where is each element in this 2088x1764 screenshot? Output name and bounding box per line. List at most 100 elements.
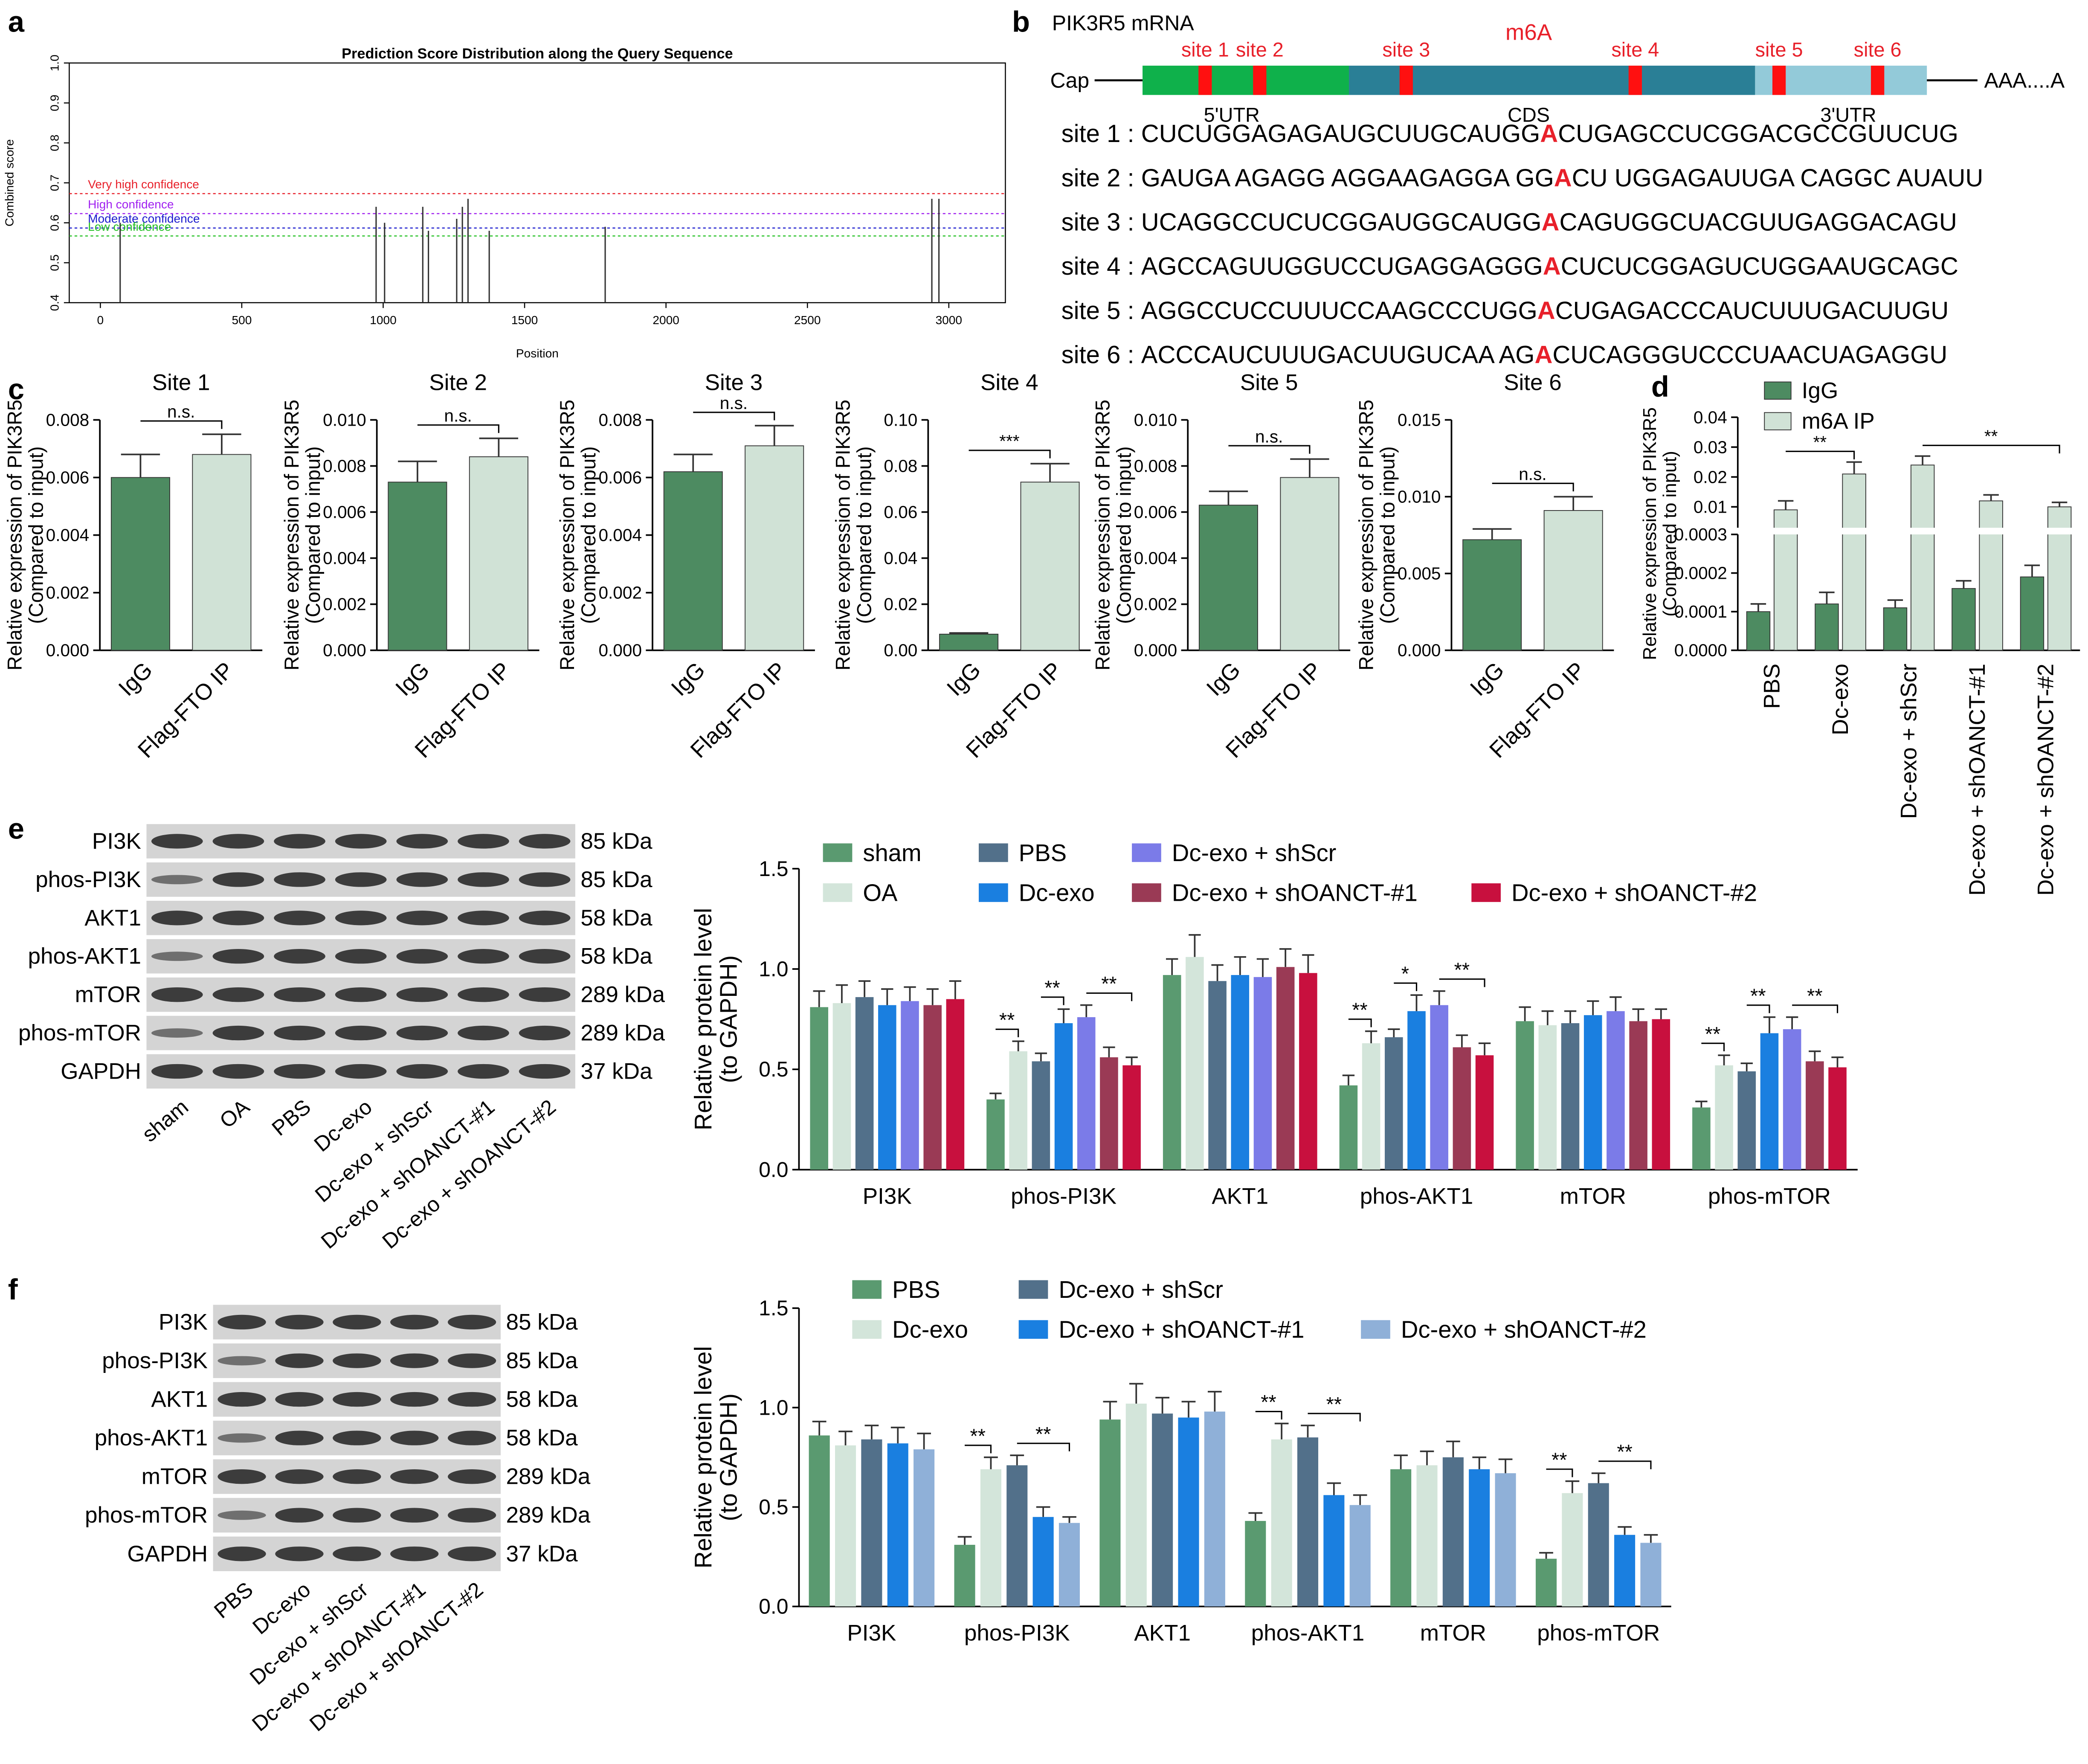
x-tick-label: Dc-exo + shScr: [1897, 664, 1922, 819]
x-tick-label: PI3K: [847, 1621, 896, 1646]
y-tick-label: 0.002: [598, 583, 642, 603]
blot-band: [396, 872, 448, 887]
bar: [923, 1005, 942, 1170]
error-bar: [1010, 1454, 1024, 1465]
bar: [861, 1439, 882, 1607]
significance-label: **: [1101, 973, 1116, 995]
blot-band: [396, 949, 448, 964]
y-tick-label: 0.002: [46, 583, 90, 603]
bar: [1883, 607, 1908, 651]
error-bar: [1831, 1056, 1844, 1068]
blot-band: [333, 1469, 381, 1484]
blot-band: [519, 911, 571, 926]
significance-label: n.s.: [1519, 464, 1546, 484]
y-tick-label: 0.0000: [1674, 641, 1727, 660]
blot-band: [212, 872, 264, 887]
error-bar: [1587, 1000, 1599, 1015]
sequence-spacer: [1134, 252, 1141, 280]
y-axis-label: (Compared to input): [853, 446, 875, 624]
blot-band: [333, 1508, 381, 1523]
y-tick-label: 0.015: [1398, 410, 1441, 430]
m6a-site: [1628, 65, 1642, 95]
site-label: site 3: [1382, 38, 1430, 61]
sequence: UCAGGCCUCUCGGAUGGCAUGG: [1141, 208, 1542, 236]
site-label: site 2: [1236, 38, 1284, 61]
blot-band: [274, 1064, 325, 1079]
significance-bracket: [1041, 996, 1064, 1005]
y-tick-label: 0.04: [1694, 407, 1727, 427]
blot-band: [396, 834, 448, 849]
bar: [1562, 1493, 1583, 1607]
x-tick-label: mTOR: [1420, 1621, 1486, 1646]
legend-swatch: [1018, 1320, 1048, 1339]
y-tick-label: 0.000: [1134, 641, 1177, 660]
protein-label: phos-AKT1: [28, 944, 141, 969]
error-bar: [1846, 461, 1862, 474]
significance-label: **: [970, 1425, 986, 1447]
significance-label: ***: [999, 431, 1020, 451]
error-bar: [1342, 1074, 1355, 1085]
significance-bracket: [1923, 444, 2060, 454]
blot-band: [390, 1353, 439, 1368]
significance-bracket: [1786, 450, 1855, 460]
modified-base: A: [1543, 252, 1561, 280]
bar: [1125, 1404, 1147, 1607]
y-tick-label: 0.010: [323, 410, 366, 430]
y-tick-label: 0.5: [48, 255, 61, 271]
error-bar: [957, 1536, 972, 1545]
error-bar: [1591, 1472, 1606, 1483]
y-axis-label: Relative expression of PIK3R5: [1091, 400, 1114, 670]
bar: [1462, 539, 1522, 651]
error-bar: [813, 990, 825, 1007]
error-bar: [949, 980, 962, 999]
bar: [1054, 1023, 1073, 1170]
bar: [1253, 977, 1272, 1170]
blot-band: [274, 911, 325, 926]
error-bar: [1472, 1456, 1487, 1469]
site-label: site 5: [1755, 38, 1803, 61]
significance-label: **: [1326, 1393, 1342, 1415]
significance-bracket: [417, 424, 499, 433]
sequence: CAGUGGCUACGUUGAGGACAGU: [1559, 208, 1957, 236]
blot-band: [274, 834, 325, 849]
bar: [855, 997, 874, 1170]
protein-label: phos-mTOR: [18, 1021, 141, 1046]
significance-bracket: [1546, 1468, 1573, 1477]
error-bar: [1655, 1008, 1667, 1019]
bar: [954, 1545, 975, 1607]
x-tick-label: phos-AKT1: [1251, 1621, 1365, 1646]
sequence-row: site 4 : AGCCAGUUGGUCCUGAGGAGGGACUCUCGGA…: [1061, 252, 1958, 280]
legend-label: Dc-exo: [892, 1316, 968, 1343]
threshold-label: Low confidence: [88, 220, 171, 233]
axis-break: [1739, 528, 2082, 535]
error-bar: [202, 433, 241, 455]
bar: [1979, 500, 2003, 651]
blot-band: [447, 1314, 496, 1330]
legend-label: Dc-exo + shOANCT-#2: [1401, 1316, 1647, 1343]
sequence: CUGAGACCCAUCUUUGACUUGU: [1555, 296, 1949, 324]
m6a-site: [1772, 65, 1786, 95]
x-tick-label: PI3K: [863, 1184, 912, 1209]
error-bar: [1498, 1458, 1513, 1474]
y-axis-label: (Compared to input): [1659, 451, 1680, 617]
y-tick-label: 0.004: [46, 525, 90, 545]
error-bar: [984, 1456, 998, 1469]
y-tick-label: 0.0002: [1674, 563, 1727, 583]
region-label: 3'UTR: [1820, 104, 1876, 126]
x-tick-label: 2500: [794, 313, 821, 327]
y-axis-label: Relative expression of PIK3R5: [1355, 400, 1378, 670]
significance-bracket: [1792, 1004, 1839, 1013]
y-tick-label: 0.006: [46, 468, 90, 487]
y-tick-label: 0.010: [1134, 410, 1177, 430]
significance-bracket: [140, 420, 223, 429]
significance-label: *: [1401, 963, 1409, 985]
legend-swatch: [1132, 843, 1161, 862]
y-axis-label: (Compared to input): [302, 446, 324, 624]
y-tick-label: 0.0003: [1674, 525, 1727, 544]
m6a-site: [1399, 65, 1413, 95]
significance-label: **: [1035, 1423, 1051, 1445]
size-label: 58 kDa: [506, 1387, 578, 1412]
y-tick-label: 0.0: [759, 1595, 788, 1619]
significance-bracket: [1255, 1410, 1282, 1420]
sequence-label: site 2 :: [1061, 164, 1134, 191]
